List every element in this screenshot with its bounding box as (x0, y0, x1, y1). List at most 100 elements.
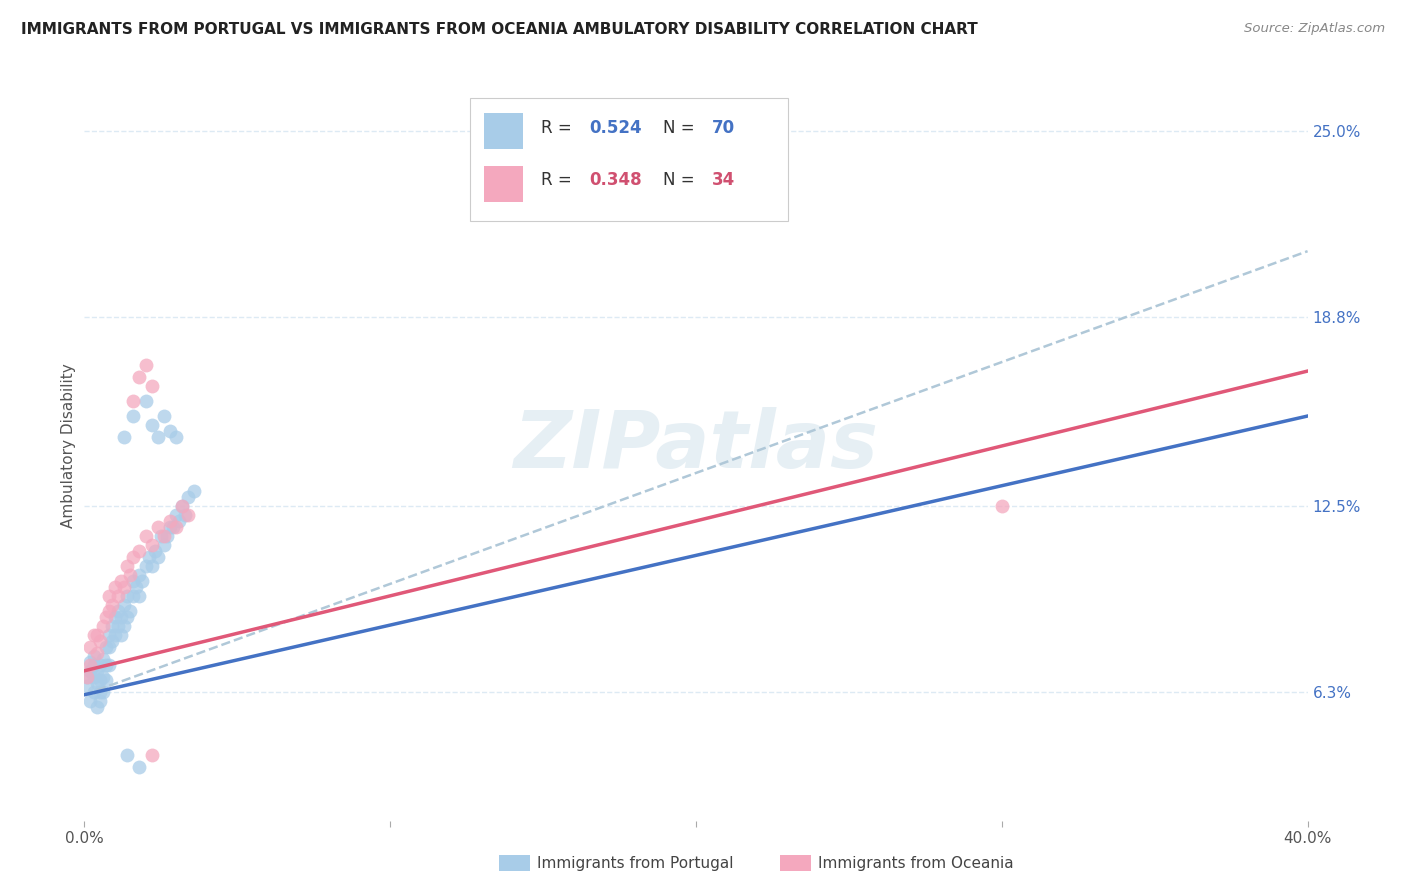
Point (79, 655, 101, 669)
Point (128, 370, 150, 384)
Point (141, 558, 163, 573)
Point (141, 747, 163, 762)
Point (110, 610, 132, 624)
Point (91, 619, 114, 633)
Point (177, 490, 200, 504)
Point (110, 574, 132, 588)
Text: N =: N = (664, 119, 700, 136)
Text: 0.524: 0.524 (589, 119, 643, 136)
Point (89, 694, 111, 708)
Point (89, 657, 111, 672)
Point (122, 394, 145, 409)
Point (120, 567, 142, 582)
Point (79, 664, 101, 678)
Point (112, 619, 135, 633)
Point (97, 604, 120, 618)
Point (146, 520, 169, 534)
Point (101, 619, 124, 633)
Point (112, 430, 135, 444)
Point (167, 514, 190, 528)
Point (107, 619, 129, 633)
Point (159, 520, 181, 534)
Point (122, 549, 145, 564)
Point (86, 646, 108, 660)
Text: Immigrants from Portugal: Immigrants from Portugal (537, 856, 734, 871)
Point (97, 589, 120, 603)
Point (83, 670, 105, 684)
Point (83, 628, 105, 642)
Point (115, 558, 138, 573)
Point (125, 580, 148, 594)
Text: Immigrants from Oceania: Immigrants from Oceania (818, 856, 1014, 871)
Text: 34: 34 (711, 171, 735, 189)
Point (94, 657, 117, 672)
Point (110, 628, 132, 642)
Point (97, 657, 120, 672)
Point (107, 604, 129, 618)
Point (159, 514, 181, 528)
Point (122, 574, 145, 588)
Point (79, 694, 101, 708)
Point (112, 580, 135, 594)
Text: R =: R = (541, 119, 576, 136)
Point (146, 549, 169, 564)
Point (153, 538, 176, 552)
Text: Source: ZipAtlas.com: Source: ZipAtlas.com (1244, 22, 1385, 36)
Point (97, 640, 120, 654)
Text: R =: R = (541, 171, 576, 189)
Point (104, 580, 127, 594)
Point (79, 640, 101, 654)
Point (177, 508, 200, 522)
Text: ZIPatlas: ZIPatlas (513, 407, 879, 485)
Point (165, 520, 187, 534)
Point (153, 529, 176, 543)
Point (141, 417, 163, 432)
Point (165, 508, 187, 522)
Point (141, 379, 163, 393)
Point (104, 628, 127, 642)
Point (91, 652, 114, 666)
Text: 70: 70 (711, 119, 735, 136)
Point (162, 520, 184, 534)
Point (120, 604, 142, 618)
FancyBboxPatch shape (470, 97, 787, 221)
Point (89, 685, 111, 699)
Point (97, 628, 120, 642)
Point (101, 598, 124, 612)
Point (122, 589, 145, 603)
Point (107, 589, 129, 603)
Point (135, 358, 157, 372)
Point (991, 499, 1014, 513)
Point (104, 610, 127, 624)
Text: N =: N = (664, 171, 700, 189)
Point (172, 499, 194, 513)
Point (83, 657, 105, 672)
Bar (484, 166, 523, 202)
Point (76, 670, 98, 684)
Point (153, 409, 176, 423)
Point (135, 529, 157, 543)
Point (135, 394, 157, 409)
Point (143, 544, 166, 558)
Point (131, 574, 153, 588)
Point (115, 747, 138, 762)
Point (138, 549, 160, 564)
Point (101, 633, 124, 648)
Point (94, 640, 117, 654)
Point (115, 589, 138, 603)
Point (89, 633, 111, 648)
Point (141, 538, 163, 552)
Point (122, 409, 145, 423)
Point (94, 673, 117, 687)
Point (86, 628, 108, 642)
Point (86, 664, 108, 678)
Text: IMMIGRANTS FROM PORTUGAL VS IMMIGRANTS FROM OCEANIA AMBULATORY DISABILITY CORREL: IMMIGRANTS FROM PORTUGAL VS IMMIGRANTS F… (21, 22, 977, 37)
Point (83, 685, 105, 699)
Point (94, 610, 117, 624)
Point (128, 589, 150, 603)
Point (86, 675, 108, 690)
Point (174, 508, 197, 522)
Point (165, 430, 187, 444)
Point (146, 430, 169, 444)
Point (112, 598, 135, 612)
